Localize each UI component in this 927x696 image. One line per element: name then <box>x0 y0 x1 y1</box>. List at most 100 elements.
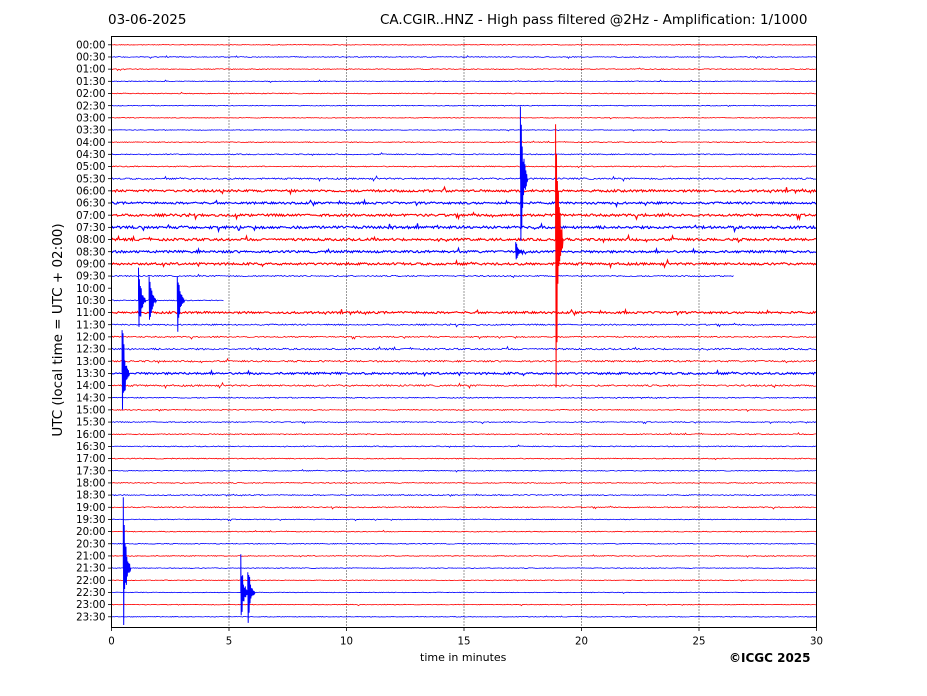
trace-row-0830 <box>111 246 817 256</box>
trace-row-2300 <box>111 603 817 607</box>
y-tick-label: 21:30 <box>76 564 105 575</box>
y-tick-label: 20:00 <box>76 527 105 538</box>
y-tick-label: 11:30 <box>76 320 105 331</box>
y-tick-label: 01:00 <box>76 65 105 76</box>
event-waveform <box>519 106 529 242</box>
trace-row-0330 <box>111 129 817 132</box>
y-tick-label: 02:30 <box>76 101 105 112</box>
trace-row-1030 <box>111 299 224 302</box>
y-tick-label: 12:30 <box>76 345 105 356</box>
trace-row-0900 <box>111 258 817 270</box>
trace-row-2000 <box>111 529 817 534</box>
event-waveform <box>138 267 147 327</box>
event-waveform <box>515 242 524 260</box>
trace-row-0930 <box>111 273 734 279</box>
trace-row-1930 <box>111 518 817 522</box>
y-tick-label: 01:30 <box>76 77 105 88</box>
trace-row-2130 <box>111 567 817 569</box>
trace-row-0430 <box>111 152 817 157</box>
trace-row-0630 <box>111 198 817 209</box>
y-tick-label: 03:30 <box>76 126 105 137</box>
event-waveform <box>240 554 249 616</box>
trace-row-0100 <box>111 67 817 72</box>
y-tick-label: 06:00 <box>76 186 105 197</box>
trace-row-2200 <box>111 579 817 582</box>
trace-row-1230 <box>111 345 817 351</box>
x-tick-label: 15 <box>458 637 471 648</box>
y-tick-label: 05:00 <box>76 162 105 173</box>
y-tick-label: 21:00 <box>76 552 105 563</box>
y-tick-label: 04:00 <box>76 138 105 149</box>
trace-row-0130 <box>111 79 817 83</box>
trace-row-2100 <box>111 554 817 558</box>
y-tick-label: 07:30 <box>76 223 105 234</box>
trace-row-1730 <box>111 469 817 473</box>
y-tick-label: 16:30 <box>76 442 105 453</box>
y-tick-label: 22:00 <box>76 576 105 587</box>
x-axis-label: time in minutes <box>420 651 507 664</box>
trace-row-2330 <box>111 615 817 618</box>
y-axis-label: UTC (local time = UTC + 02:00) <box>50 223 66 437</box>
x-tick-label: 25 <box>693 637 706 648</box>
trace-row-0400 <box>111 140 817 144</box>
vertical-gridlines <box>228 36 700 628</box>
y-tick-label: 14:00 <box>76 381 105 392</box>
y-tick-label: 17:00 <box>76 454 105 465</box>
trace-row-1700 <box>111 457 817 461</box>
y-tick-label: 09:00 <box>76 259 105 270</box>
trace-row-1500 <box>111 408 817 413</box>
y-tick-label: 00:00 <box>76 40 105 51</box>
y-tick-label: 03:00 <box>76 113 105 124</box>
y-tick-label: 16:00 <box>76 430 105 441</box>
trace-row-1530 <box>111 421 817 425</box>
y-tick-label: 08:00 <box>76 235 105 246</box>
y-tick-label: 13:00 <box>76 357 105 368</box>
y-tick-label: 23:30 <box>76 612 105 623</box>
y-tick-label: 09:30 <box>76 272 105 283</box>
trace-row-0600 <box>111 185 817 196</box>
trace-row-0500 <box>111 165 817 169</box>
event-waveform <box>148 276 158 320</box>
seismic-events <box>121 106 564 626</box>
trace-row-0000 <box>111 43 817 46</box>
trace-row-1100 <box>111 307 817 317</box>
chart-title: CA.CGIR..HNZ - High pass filtered @2Hz -… <box>380 12 808 28</box>
trace-row-1830 <box>111 493 817 497</box>
trace-row-0730 <box>111 222 817 234</box>
y-tick-label: 06:30 <box>76 199 105 210</box>
plot-frame <box>111 36 817 628</box>
trace-row-0530 <box>111 175 817 183</box>
trace-row-1430 <box>111 396 817 400</box>
trace-row-1400 <box>111 381 817 390</box>
trace-row-0030 <box>111 55 817 60</box>
copyright: ©ICGC 2025 <box>729 651 811 665</box>
event-waveform <box>247 572 256 623</box>
y-tick-label: 08:30 <box>76 247 105 258</box>
y-tick-label: 12:00 <box>76 332 105 343</box>
trace-row-1200 <box>111 335 817 340</box>
y-tick-label: 02:00 <box>76 89 105 100</box>
y-tick-label: 19:00 <box>76 503 105 514</box>
trace-row-1300 <box>111 357 817 364</box>
y-tick-label: 23:00 <box>76 600 105 611</box>
event-waveform <box>555 124 564 388</box>
trace-row-1900 <box>111 505 817 510</box>
event-waveform <box>121 330 131 410</box>
y-tick-label: 18:00 <box>76 479 105 490</box>
y-tick-label: 14:30 <box>76 393 105 404</box>
y-tick-label: 04:30 <box>76 150 105 161</box>
trace-row-0230 <box>111 104 817 108</box>
trace-row-1800 <box>111 481 817 484</box>
y-tick-label: 18:30 <box>76 491 105 502</box>
x-tick-label: 30 <box>810 637 823 648</box>
event-waveform <box>176 276 186 332</box>
y-tick-label: 22:30 <box>76 588 105 599</box>
y-tick-label: 10:00 <box>76 284 105 295</box>
seismic-traces <box>111 43 817 618</box>
y-tick-label: 13:30 <box>76 369 105 380</box>
trace-row-0700 <box>111 211 817 222</box>
event-waveform <box>122 497 132 626</box>
trace-row-2030 <box>111 542 817 545</box>
